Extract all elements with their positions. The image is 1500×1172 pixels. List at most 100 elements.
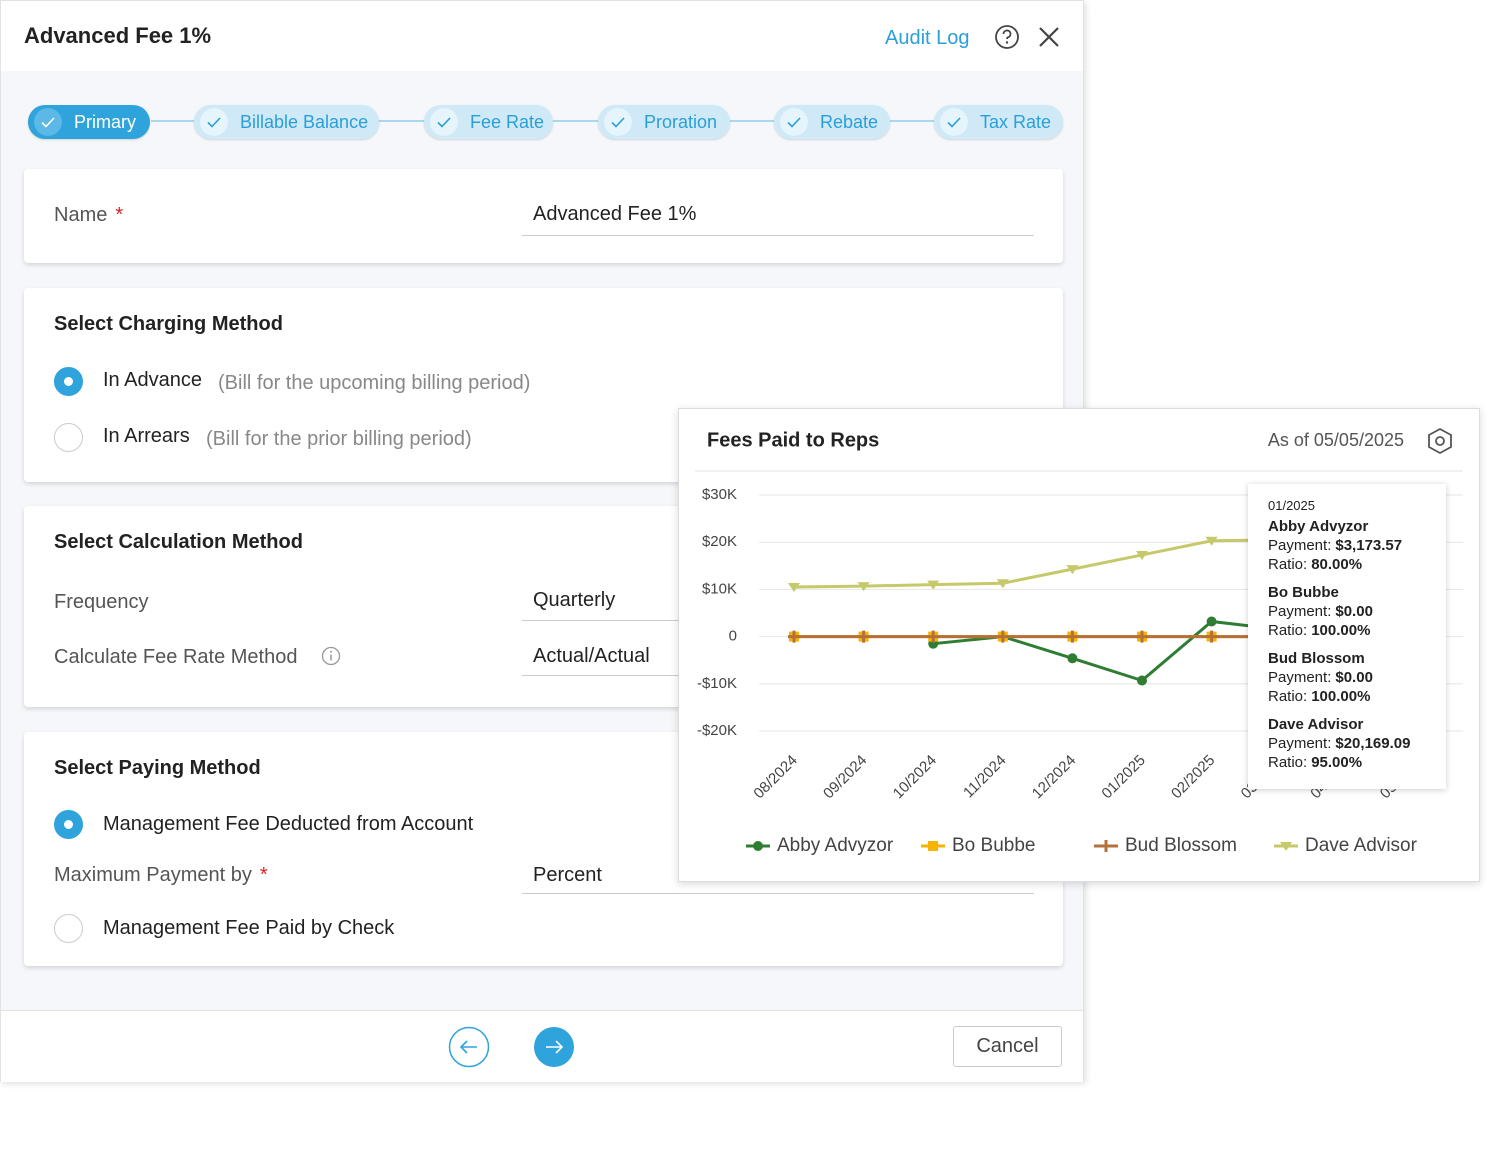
legend-item[interactable]: Bo Bubbe — [921, 835, 1035, 856]
audit-log-link[interactable]: Audit Log — [885, 27, 970, 49]
tooltip-entry: Dave Advisor Payment: $20,169.09 Ratio: 95.0… — [1268, 715, 1446, 772]
legend-marker — [1100, 840, 1112, 852]
x-tick-label: 02/2025 — [1168, 752, 1218, 802]
data-point — [996, 630, 1009, 643]
y-tick-label: $30K — [702, 486, 737, 503]
tooltip-entry: Bud Blossom Payment: $0.00 Ratio: 100.00% — [1268, 649, 1446, 706]
legend-label: Bud Blossom — [1125, 835, 1237, 856]
tooltip-label: Ratio: — [1268, 556, 1308, 573]
field-value[interactable]: Actual/Actual — [533, 645, 650, 667]
settings-icon[interactable] — [1428, 427, 1452, 455]
option-label: In Arrears — [103, 425, 190, 447]
data-point — [857, 630, 870, 643]
tooltip-row: Payment: $0.00 — [1268, 668, 1446, 687]
field-label: Name * — [54, 204, 123, 227]
data-point — [1136, 550, 1148, 560]
tooltip-entry: Bo Bubbe Payment: $0.00 Ratio: 100.00% — [1268, 583, 1446, 640]
tooltip-value: 95.00% — [1311, 754, 1363, 771]
step-check — [940, 108, 968, 136]
step[interactable]: Tax Rate — [934, 105, 1063, 139]
data-point — [1206, 616, 1217, 627]
legend-label: Abby Advyzor — [777, 835, 894, 856]
tooltip-row: Payment: $3,173.57 — [1268, 536, 1446, 555]
x-tick-label: 08/2024 — [750, 752, 800, 802]
info-icon[interactable] — [321, 646, 341, 666]
help-icon[interactable] — [994, 24, 1020, 50]
tooltip-label: Payment: — [1268, 669, 1332, 686]
step-label: Tax Rate — [980, 111, 1052, 132]
tooltip-row: Payment: $0.00 — [1268, 602, 1446, 621]
legend-item[interactable]: Dave Advisor — [1274, 835, 1418, 856]
series-line — [793, 538, 1282, 589]
tooltip-label: Ratio: — [1268, 754, 1308, 771]
legend-label: Dave Advisor — [1305, 835, 1418, 856]
step[interactable]: Primary — [28, 105, 150, 139]
radio[interactable] — [54, 423, 83, 452]
tooltip-title: 01/2025 — [1268, 498, 1315, 513]
step-label: Billable Balance — [240, 111, 369, 132]
section-title: Select Paying Method — [54, 757, 261, 779]
x-tick-label: 10/2024 — [890, 752, 940, 802]
label-text: Name — [54, 204, 108, 226]
tooltip-value: $0.00 — [1335, 603, 1373, 620]
radio[interactable] — [54, 914, 83, 943]
underline — [522, 893, 1034, 894]
name-value[interactable]: Advanced Fee 1% — [533, 203, 697, 225]
back-button[interactable] — [448, 1026, 490, 1068]
y-tick-label: 0 — [729, 628, 737, 645]
data-point — [927, 580, 940, 590]
required-mark: * — [115, 204, 124, 226]
header: Advanced Fee 1% Audit Log — [1, 1, 1083, 71]
tooltip-label: Payment: — [1268, 603, 1332, 620]
step-check — [604, 108, 632, 136]
legend-item[interactable]: Bud Blossom — [1094, 835, 1237, 856]
radio[interactable] — [54, 810, 83, 839]
tooltip-row: Ratio: 80.00% — [1268, 555, 1446, 574]
option-label: In Advance — [103, 369, 202, 391]
cancel-button[interactable]: Cancel — [953, 1026, 1062, 1067]
step[interactable]: Fee Rate — [424, 105, 553, 139]
tooltip-value: $3,173.57 — [1335, 537, 1403, 554]
option-label: Management Fee Paid by Check — [103, 917, 395, 939]
tooltip-value: 100.00% — [1311, 688, 1371, 705]
field-value[interactable]: Percent — [533, 864, 602, 886]
step[interactable]: Billable Balance — [194, 105, 379, 139]
step[interactable]: Proration — [598, 105, 730, 139]
tooltip-entry: Abby Advyzor Payment: $3,173.57 Ratio: 80.00… — [1268, 517, 1446, 574]
data-point — [788, 583, 800, 593]
legend-item[interactable]: Abby Advyzor — [746, 835, 894, 856]
tooltip-row: Ratio: 100.00% — [1268, 621, 1446, 640]
y-tick-label: $10K — [702, 580, 737, 597]
step-check — [34, 108, 62, 136]
data-point — [857, 582, 870, 592]
tooltip-value: 100.00% — [1311, 622, 1371, 639]
close-icon[interactable] — [1038, 26, 1060, 48]
data-point — [1067, 653, 1078, 664]
step[interactable]: Rebate — [774, 105, 890, 139]
tooltip-value: $0.00 — [1335, 669, 1373, 686]
tooltip-value: $20,169.09 — [1335, 735, 1411, 752]
tooltip-label: Payment: — [1268, 537, 1332, 554]
x-tick-label: 11/2024 — [960, 752, 1010, 802]
step-label: Proration — [644, 111, 718, 132]
next-button[interactable] — [533, 1026, 575, 1068]
option-hint: (Bill for the prior billing period) — [206, 428, 472, 450]
chart-title: Fees Paid to Reps — [707, 429, 879, 451]
required-mark: * — [259, 864, 268, 886]
legend-marker — [928, 841, 938, 851]
legend-marker — [1280, 842, 1292, 851]
name-card: Name * Advanced Fee 1% — [24, 169, 1063, 263]
data-point — [927, 630, 940, 643]
x-tick-label: 09/2024 — [820, 752, 870, 802]
x-tick-label: 01/2025 — [1098, 752, 1148, 802]
radio[interactable] — [54, 367, 83, 396]
section-title: Select Calculation Method — [54, 531, 303, 553]
tooltip-label: Ratio: — [1268, 688, 1308, 705]
data-point — [1205, 536, 1218, 546]
step-label: Rebate — [820, 111, 879, 132]
field-label: Frequency — [54, 591, 149, 613]
underline — [522, 235, 1034, 236]
data-point — [1066, 630, 1079, 643]
field-value[interactable]: Quarterly — [533, 589, 616, 611]
